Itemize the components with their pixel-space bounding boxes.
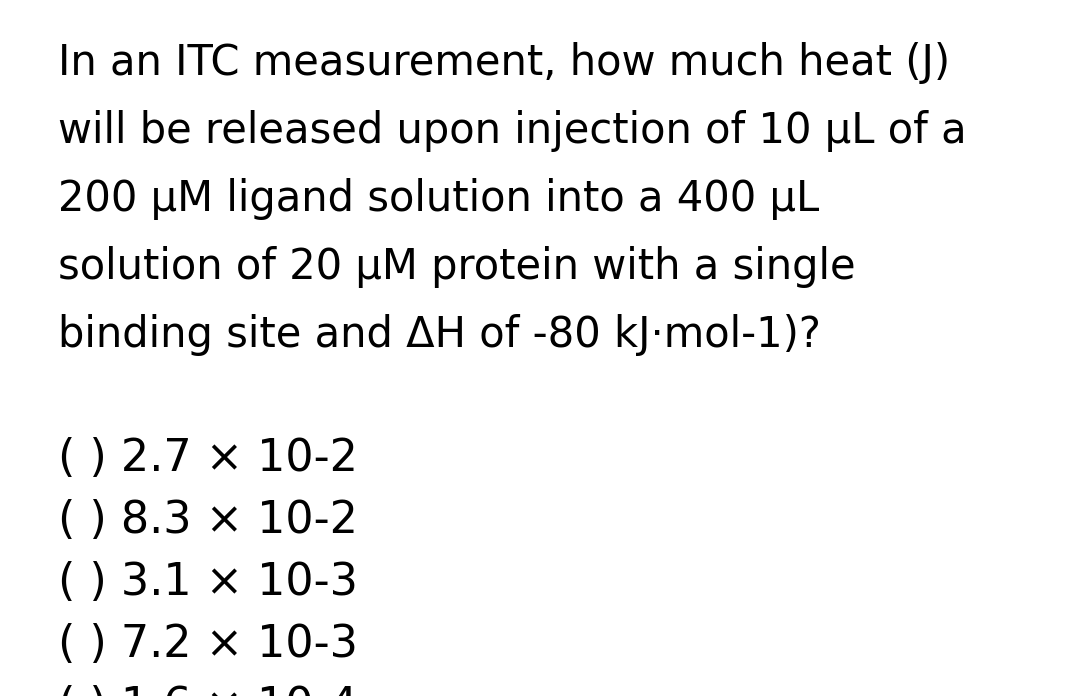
- Text: solution of 20 μM protein with a single: solution of 20 μM protein with a single: [58, 246, 855, 288]
- Text: will be released upon injection of 10 μL of a: will be released upon injection of 10 μL…: [58, 110, 967, 152]
- Text: 200 μM ligand solution into a 400 μL: 200 μM ligand solution into a 400 μL: [58, 178, 820, 220]
- Text: ( ) 8.3 × 10-2: ( ) 8.3 × 10-2: [58, 499, 357, 542]
- Text: ( ) 3.1 × 10-3: ( ) 3.1 × 10-3: [58, 561, 357, 604]
- Text: In an ITC measurement, how much heat (J): In an ITC measurement, how much heat (J): [58, 42, 950, 84]
- Text: ( ) 2.7 × 10-2: ( ) 2.7 × 10-2: [58, 437, 357, 480]
- Text: ( ) 1.6 × 10-4: ( ) 1.6 × 10-4: [58, 685, 357, 696]
- Text: ( ) 7.2 × 10-3: ( ) 7.2 × 10-3: [58, 623, 357, 666]
- Text: binding site and ΔH of -80 kJ·mol-1)?: binding site and ΔH of -80 kJ·mol-1)?: [58, 314, 821, 356]
